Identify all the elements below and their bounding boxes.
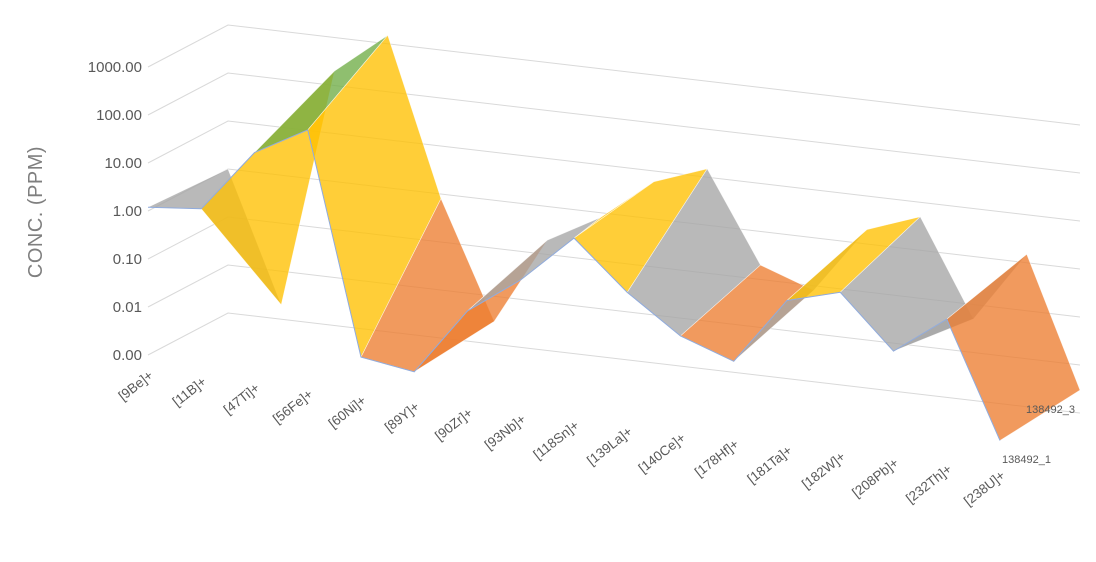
x-tick-label: [56Fe]+ (270, 386, 316, 426)
gridline (147, 120, 1081, 222)
gridline (147, 264, 1081, 366)
x-tick-label: [47Ti]+ (221, 380, 263, 417)
gridline (147, 24, 1081, 126)
series-label: 138492_1 (1002, 454, 1051, 466)
x-tick-label: [90Zr]+ (432, 405, 475, 443)
y-axis-label: CONC. (PPM) (25, 146, 47, 278)
gridline (147, 312, 1081, 414)
series-axis-ticks: 138492_1 138492_3 (1002, 404, 1075, 466)
x-tick-label: [181Ta]+ (745, 442, 795, 486)
x-tick-label: [140Ce]+ (636, 430, 689, 476)
series-front-edge (147, 129, 1001, 441)
x-tick-label: [9Be]+ (116, 367, 156, 403)
x-tick-label: [118Sn]+ (531, 417, 582, 462)
x-tick-label: [11B]+ (170, 374, 210, 410)
x-tick-label: [60Ni]+ (326, 392, 369, 430)
x-tick-label: [139La]+ (584, 424, 635, 468)
series-label: 138492_3 (1026, 404, 1075, 416)
x-tick-label: [238U]+ (961, 467, 1008, 508)
y-axis-ticks: 0.00 0.01 0.10 1.00 10.00 100.00 1000.00 (88, 59, 142, 364)
y-tick-label: 10.00 (104, 155, 142, 172)
gridline (147, 72, 1081, 174)
y-tick-label: 1000.00 (88, 59, 142, 76)
x-tick-label: [182W]+ (799, 449, 848, 492)
x-tick-label: [93Nb]+ (482, 411, 529, 452)
y-tick-label: 1.00 (113, 203, 142, 220)
x-tick-label: [232Th]+ (903, 461, 955, 506)
y-tick-label: 0.10 (113, 251, 142, 268)
surface-mesh (147, 34, 1081, 441)
x-tick-label: [178Hf]+ (692, 436, 742, 480)
x-tick-label: [208Pb]+ (849, 455, 901, 500)
y-tick-label: 0.01 (113, 299, 142, 316)
surface-patch (467, 217, 601, 312)
x-tick-label: [89Y]+ (382, 399, 422, 435)
y-tick-label: 0.00 (113, 347, 142, 364)
y-tick-label: 100.00 (96, 107, 142, 124)
